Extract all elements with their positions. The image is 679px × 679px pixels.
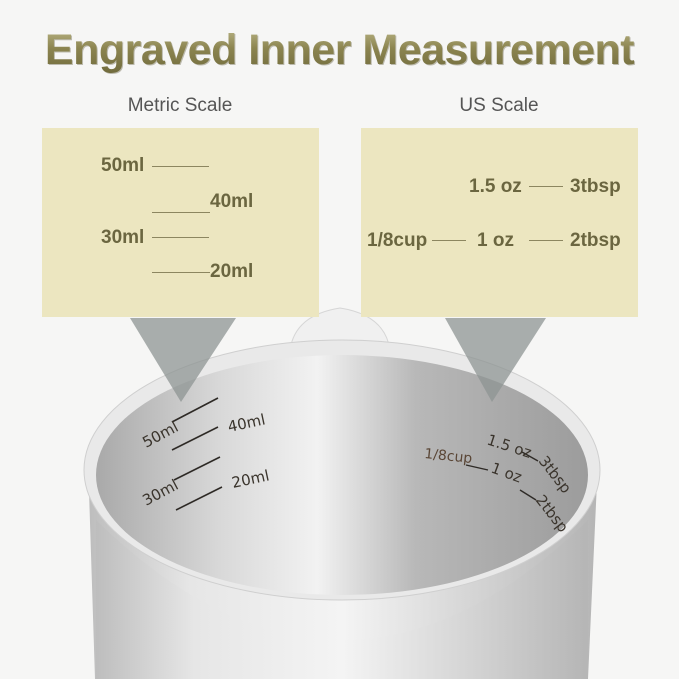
tick-line (432, 240, 466, 241)
us-1-8cup: 1/8cup (367, 230, 428, 251)
engraved-1-8cup: 1/8cup (424, 446, 474, 467)
metric-50ml: 50ml (101, 155, 145, 176)
tick-line (529, 240, 563, 241)
metric-scale-label: Metric Scale (127, 95, 233, 116)
pot-spout (289, 307, 391, 351)
metric-scale-panel: 50ml 40ml 30ml 20ml (42, 128, 319, 317)
tick-line (152, 272, 210, 273)
us-1oz: 1 oz (477, 230, 514, 251)
tick-line (152, 237, 209, 238)
us-2tbsp: 2tbsp (570, 230, 621, 251)
pot-interior (96, 355, 588, 595)
tick-line (152, 166, 209, 167)
engraved-us-lines (465, 451, 539, 501)
engraved-metric-lines (171, 397, 223, 511)
us-3tbsp: 3tbsp (570, 176, 621, 197)
pointer-metric (130, 318, 236, 402)
tick-line (152, 212, 210, 213)
us-scale-panel: 1.5 oz 3tbsp 1/8cup 1 oz 2tbsp (361, 128, 638, 317)
us-1-5oz: 1.5 oz (469, 176, 522, 197)
metric-30ml: 30ml (101, 227, 145, 248)
page-title: Engraved Inner Measurement (0, 26, 679, 75)
us-scale-label: US Scale (459, 95, 539, 116)
metric-40ml: 40ml (210, 191, 254, 212)
pointer-us (445, 318, 546, 402)
metric-20ml: 20ml (210, 261, 254, 282)
tick-line (529, 186, 563, 187)
